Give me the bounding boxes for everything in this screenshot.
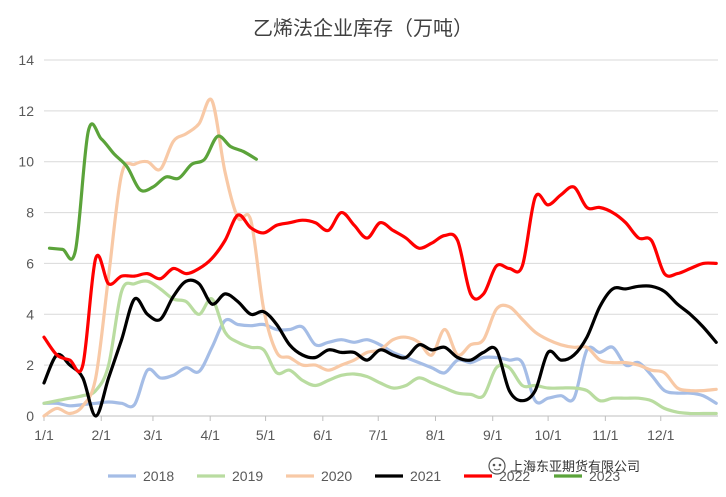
gridlines xyxy=(44,59,718,366)
legend-label-2020: 2020 xyxy=(321,468,352,484)
x-tick-label: 9/1 xyxy=(483,427,503,443)
y-tick-label: 6 xyxy=(26,255,34,271)
series-lines xyxy=(42,97,718,418)
series-line-2019 xyxy=(42,279,718,416)
x-tick-label: 12/1 xyxy=(647,427,674,443)
x-tick-label: 5/1 xyxy=(256,427,276,443)
x-tick-label: 1/1 xyxy=(34,427,54,443)
legend-label-2022: 2022 xyxy=(499,468,530,484)
x-tick-label: 7/1 xyxy=(368,427,388,443)
watermark: 上海东亚期货有限公司 xyxy=(488,457,640,475)
legend-label-2019: 2019 xyxy=(232,468,263,484)
y-tick-label: 2 xyxy=(26,357,34,373)
legend-label-2021: 2021 xyxy=(410,468,441,484)
x-tick-label: 3/1 xyxy=(143,427,163,443)
chart-title: 乙烯法企业库存（万吨） xyxy=(253,16,473,40)
series-line-2021 xyxy=(42,278,718,418)
y-tick-label: 14 xyxy=(18,52,34,68)
series-line-2020 xyxy=(42,97,718,418)
x-tick-label: 11/1 xyxy=(592,427,618,443)
y-axis-ticks: 0 2 4 6 8 10 12 14 xyxy=(18,52,34,424)
legend-label-2018: 2018 xyxy=(143,468,174,484)
x-tick-label: 2/1 xyxy=(92,427,112,443)
y-tick-label: 4 xyxy=(26,306,34,322)
legend-label-2023: 2023 xyxy=(589,468,620,484)
y-tick-label: 8 xyxy=(26,205,34,221)
y-tick-label: 0 xyxy=(26,408,34,424)
wechat-icon xyxy=(488,457,506,475)
series-line-2018 xyxy=(42,317,718,409)
x-tick-label: 6/1 xyxy=(313,427,333,443)
x-tick-label: 4/1 xyxy=(200,427,220,443)
y-tick-label: 10 xyxy=(18,154,34,170)
x-tick-label: 10/1 xyxy=(534,427,561,443)
x-axis-ticks: 1/1 2/1 3/1 4/1 5/1 6/1 7/1 8/1 9/1 10/1 11/1 12/1 xyxy=(34,416,675,443)
legend: 2018 2019 2020 2021 2022 2023 xyxy=(108,468,620,484)
y-tick-label: 12 xyxy=(18,103,34,119)
x-tick-label: 8/1 xyxy=(426,427,446,443)
watermark-text: 上海东亚期货有限公司 xyxy=(510,459,640,475)
series-line-2022 xyxy=(42,185,718,374)
series-line-2023 xyxy=(47,122,258,261)
